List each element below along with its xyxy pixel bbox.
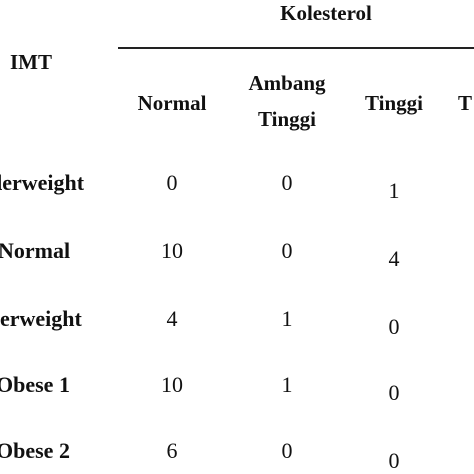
cell-r5-normal: 6 [166,438,178,463]
imt-header: IMT [10,50,52,74]
row-label-obese-2: Obese 2 [0,438,70,463]
col-header-ambang-tinggi: Tinggi [258,107,316,131]
cell-r2-normal: 10 [161,238,183,263]
cell-r3-ambang-tinggi: 1 [281,306,293,331]
col-header-ambang: Ambang [248,71,326,95]
cell-r4-ambang-tinggi: 1 [281,372,293,397]
cell-r2-ambang-tinggi: 0 [281,238,293,263]
cell-r5-ambang-tinggi: 0 [281,438,293,463]
row-label-overweight: erweight [0,306,82,331]
col-header-tinggi: Tinggi [365,91,423,115]
cell-r1-normal: 0 [166,170,178,195]
cell-r3-tinggi: 0 [388,314,400,339]
cell-r1-ambang-tinggi: 0 [281,170,293,195]
cell-r5-tinggi: 0 [388,448,400,473]
cell-r4-tinggi: 0 [388,380,400,405]
header-rule [118,47,474,49]
row-label-obese-1: Obese 1 [0,372,70,397]
row-label-normal: Normal [0,238,71,263]
col-header-truncated: T [458,91,473,115]
cell-r3-normal: 4 [166,306,178,331]
cell-r1-tinggi: 1 [388,178,400,203]
cell-r4-normal: 10 [161,372,183,397]
col-header-normal: Normal [137,91,207,115]
cell-r2-tinggi: 4 [388,246,400,271]
kolesterol-header: Kolesterol [280,1,372,25]
row-label-underweight: derweight [0,170,85,195]
